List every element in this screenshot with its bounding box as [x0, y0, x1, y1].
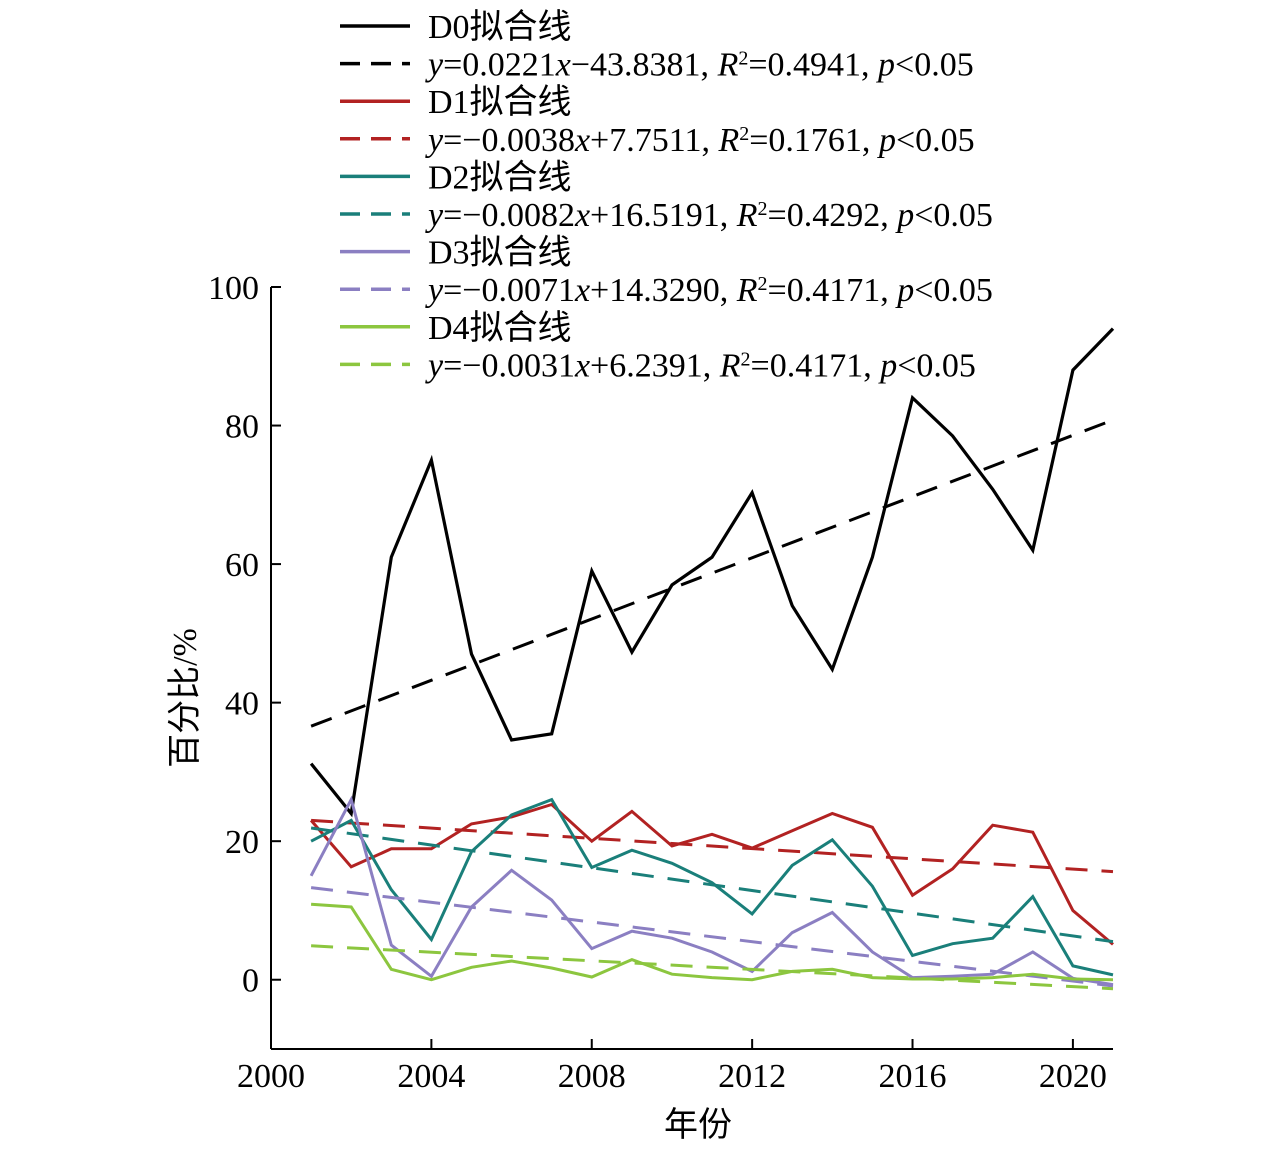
equation-part-r-val: =0.1761,	[749, 122, 879, 159]
equation-part-eq-rest: +7.7511,	[590, 122, 718, 159]
equation-part-r-sup: 2	[758, 198, 768, 220]
y-tick-label: 0	[242, 963, 259, 1000]
series-4	[310, 902, 1114, 991]
equation-part-r-label: R	[717, 122, 739, 159]
y-tick-label: 80	[225, 409, 259, 446]
plot-area	[309, 327, 1115, 991]
fit-equation: y=−0.0031x+6.2391, R2=0.4171, p<0.05	[425, 347, 976, 384]
equation-part-p-label: p	[895, 197, 914, 234]
equation-part-r-sup: 2	[741, 348, 751, 370]
x-tick-label: 2012	[718, 1058, 786, 1095]
equation-part-eq-mid: =−0.0038	[443, 122, 575, 159]
fit-line-2	[310, 826, 1114, 944]
equation-part-eq-x: x	[574, 272, 590, 309]
equation-part-eq-mid: =−0.0082	[443, 197, 575, 234]
equation-part-r-label: R	[719, 347, 741, 384]
data-line-0	[309, 327, 1115, 818]
x-tick-label: 2000	[237, 1058, 305, 1095]
equation-part-eq-prefix: y	[425, 47, 444, 84]
x-axis-title: 年份	[664, 1106, 732, 1144]
equation-part-eq-rest: +16.5191,	[590, 197, 737, 234]
data-line-3	[309, 795, 1114, 987]
y-tick-label: 20	[225, 824, 259, 861]
equation-part-p-label: p	[895, 272, 914, 309]
equation-part-p-rest: <0.05	[914, 197, 993, 234]
equation-part-eq-prefix: y	[425, 122, 444, 159]
equation-part-p-rest: <0.05	[897, 347, 976, 384]
x-tick-label: 2020	[1039, 1058, 1107, 1095]
fit-line-1	[310, 818, 1114, 874]
equation-part-p-label: p	[876, 47, 895, 84]
equation-part-eq-x: x	[574, 197, 590, 234]
equation-part-eq-rest: −43.8381,	[571, 47, 718, 84]
legend-label: D0拟合线	[428, 8, 572, 46]
equation-part-eq-x: x	[555, 47, 571, 84]
series-1	[309, 802, 1114, 946]
equation-part-r-val: =0.4292,	[768, 197, 898, 234]
equation-part-p-label: p	[878, 347, 897, 384]
legend-label: D1拟合线	[428, 83, 572, 121]
equation-part-eq-prefix: y	[425, 272, 444, 309]
equation-part-r-val: =0.4941,	[748, 47, 878, 84]
axes: 0 20 40 60 80 100 2000 2004 2008 2012 2016 2020 年份…	[167, 270, 1113, 1144]
equation-part-p-rest: <0.05	[896, 122, 975, 159]
equation-part-r-label: R	[736, 272, 758, 309]
y-tick-label: 60	[225, 547, 259, 584]
x-tick-label: 2016	[879, 1058, 947, 1095]
equation-part-eq-mid: =−0.0031	[443, 347, 575, 384]
equation-part-r-val: =0.4171,	[768, 272, 898, 309]
fit-equation: y=−0.0082x+16.5191, R2=0.4292, p<0.05	[425, 197, 993, 234]
equation-part-eq-prefix: y	[425, 347, 444, 384]
equation-part-r-sup: 2	[739, 123, 749, 145]
legend-label: D4拟合线	[428, 309, 572, 347]
series-0	[309, 327, 1115, 818]
x-ticks: 2000 2004 2008 2012 2016 2020	[237, 1039, 1107, 1095]
equation-part-r-val: =0.4171,	[751, 347, 881, 384]
equation-part-eq-rest: +14.3290,	[590, 272, 737, 309]
fit-equation: y=−0.0071x+14.3290, R2=0.4171, p<0.05	[425, 272, 993, 309]
y-tick-label: 100	[208, 270, 259, 307]
series-2	[310, 797, 1114, 977]
fit-equation: y=−0.0038x+7.7511, R2=0.1761, p<0.05	[425, 122, 975, 159]
data-line-1	[309, 802, 1114, 946]
y-axis-title: 百分比/%	[167, 628, 204, 768]
fit-line-3	[310, 886, 1114, 988]
equation-part-eq-mid: =0.0221	[443, 47, 556, 84]
equation-part-r-label: R	[717, 47, 739, 84]
data-line-2	[310, 797, 1114, 977]
equation-part-r-sup: 2	[738, 48, 748, 70]
fit-line-4	[311, 944, 1114, 991]
equation-part-p-rest: <0.05	[895, 47, 974, 84]
equation-part-r-label: R	[736, 197, 758, 234]
series-3	[309, 795, 1114, 988]
data-line-4	[310, 902, 1114, 982]
legend-label: D2拟合线	[428, 158, 572, 196]
equation-part-eq-x: x	[574, 347, 590, 384]
legend-label: D3拟合线	[428, 234, 572, 272]
x-tick-label: 2008	[558, 1058, 626, 1095]
equation-part-eq-x: x	[574, 122, 590, 159]
y-tick-label: 40	[225, 686, 259, 723]
equation-part-r-sup: 2	[758, 273, 768, 295]
equation-part-eq-rest: +6.2391,	[590, 347, 720, 384]
x-tick-label: 2004	[397, 1058, 465, 1095]
equation-part-eq-prefix: y	[425, 197, 444, 234]
equation-part-p-label: p	[877, 122, 896, 159]
fit-equation: y=0.0221x−43.8381, R2=0.4941, p<0.05	[425, 47, 974, 84]
y-ticks: 0 20 40 60 80 100	[208, 270, 281, 1000]
equation-part-p-rest: <0.05	[914, 272, 993, 309]
equation-part-eq-mid: =−0.0071	[443, 272, 575, 309]
